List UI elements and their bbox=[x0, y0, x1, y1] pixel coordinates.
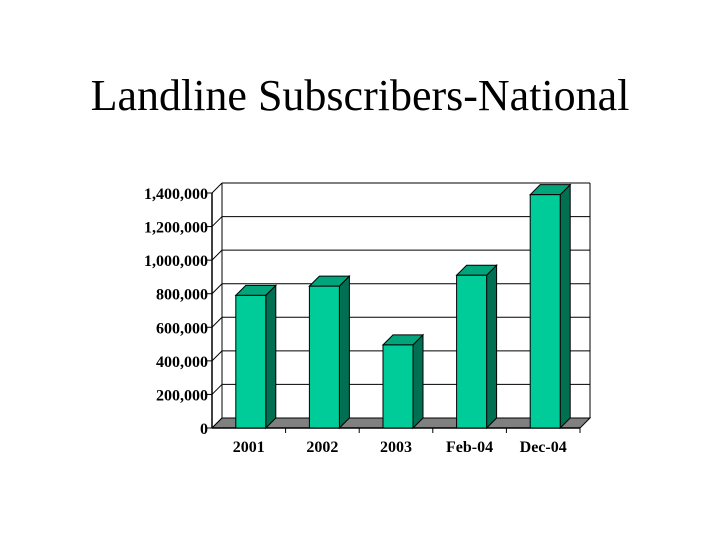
bar-side-face bbox=[338, 274, 350, 430]
bar-front-face bbox=[308, 285, 340, 429]
y-tick-label: 1,200,000 bbox=[144, 220, 208, 237]
x-tick-label: 2001 bbox=[233, 439, 265, 456]
x-tick-labels: 2001 2002 2003 Feb-04 Dec-04 bbox=[233, 439, 567, 456]
side-wall-gridline bbox=[211, 249, 223, 261]
x-tick-label: Dec-04 bbox=[520, 439, 567, 456]
bar bbox=[308, 274, 351, 430]
y-tick-label: 0 bbox=[200, 421, 208, 438]
bar-front-face bbox=[529, 194, 561, 429]
bar bbox=[234, 284, 278, 430]
side-wall-gridline bbox=[211, 350, 223, 362]
side-wall-gridline bbox=[211, 316, 223, 328]
bar-front-face bbox=[235, 294, 267, 429]
side-wall-gridline bbox=[211, 216, 223, 227]
bar bbox=[528, 183, 572, 430]
y-tick-label: 200,000 bbox=[156, 387, 208, 404]
side-wall-gridline bbox=[211, 283, 223, 295]
slide-title: Landline Subscribers-National bbox=[90, 71, 630, 120]
y-tick-label: 600,000 bbox=[156, 320, 208, 337]
y-tick-label: 1,000,000 bbox=[144, 253, 208, 270]
bar-side-face bbox=[412, 333, 424, 430]
bar bbox=[381, 333, 425, 430]
bars-layer bbox=[234, 183, 572, 430]
bar-side-face bbox=[559, 183, 571, 430]
bar-side-face bbox=[486, 264, 498, 430]
x-tick-label: 2003 bbox=[380, 439, 412, 456]
bar-side-face bbox=[265, 284, 277, 430]
side-wall-gridline bbox=[211, 182, 223, 194]
bar-front-face bbox=[456, 274, 488, 429]
side-wall-gridline bbox=[211, 384, 223, 395]
y-tick-label: 1,400,000 bbox=[144, 186, 208, 203]
bar-front-face bbox=[382, 344, 414, 429]
y-tick-labels: 0 200,000 400,000 600,000 800,000 1,000,000 1,… bbox=[144, 186, 208, 438]
x-tick-label: 2002 bbox=[306, 439, 338, 456]
bar bbox=[455, 264, 498, 430]
x-tick-label: Feb-04 bbox=[446, 439, 493, 456]
y-tick-label: 400,000 bbox=[156, 354, 208, 371]
y-tick-label: 800,000 bbox=[156, 287, 208, 304]
